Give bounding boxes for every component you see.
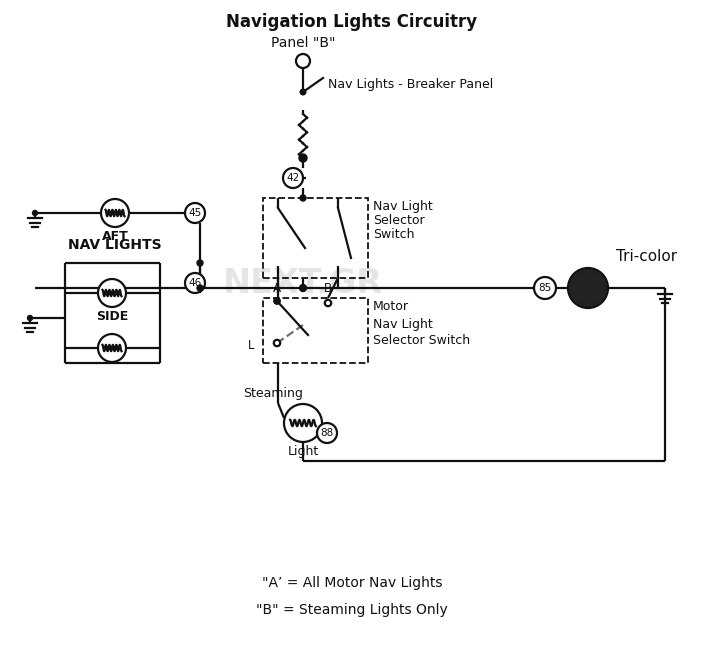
Text: 42: 42 xyxy=(287,173,300,183)
Bar xyxy=(263,298,368,363)
Circle shape xyxy=(296,54,310,68)
Text: A: A xyxy=(273,282,281,295)
Text: Panel "B": Panel "B" xyxy=(271,36,335,50)
Text: B: B xyxy=(324,282,332,295)
Text: 45: 45 xyxy=(189,208,201,218)
Text: SIDE: SIDE xyxy=(96,310,128,323)
Circle shape xyxy=(274,298,280,304)
Circle shape xyxy=(101,199,129,227)
Circle shape xyxy=(284,404,322,442)
Circle shape xyxy=(98,334,126,362)
Text: 85: 85 xyxy=(539,283,552,293)
Circle shape xyxy=(534,277,556,299)
Bar xyxy=(263,198,368,278)
Text: 46: 46 xyxy=(189,278,201,288)
Text: NEXT.GR: NEXT.GR xyxy=(223,267,383,299)
Text: "B" = Steaming Lights Only: "B" = Steaming Lights Only xyxy=(256,603,448,617)
Circle shape xyxy=(299,154,307,162)
Circle shape xyxy=(299,285,306,291)
Circle shape xyxy=(283,168,303,188)
Circle shape xyxy=(197,260,203,266)
Circle shape xyxy=(32,210,37,216)
Circle shape xyxy=(274,340,280,346)
Circle shape xyxy=(27,315,32,321)
Text: Nav Light: Nav Light xyxy=(373,200,433,213)
Text: Light: Light xyxy=(287,445,319,458)
Text: Motor: Motor xyxy=(373,300,409,313)
Text: Switch: Switch xyxy=(373,228,415,241)
Text: Nav Lights - Breaker Panel: Nav Lights - Breaker Panel xyxy=(328,77,494,90)
Circle shape xyxy=(568,268,608,308)
Circle shape xyxy=(185,273,205,293)
Text: Navigation Lights Circuitry: Navigation Lights Circuitry xyxy=(227,13,477,31)
Text: Tri-color: Tri-color xyxy=(616,248,677,263)
Circle shape xyxy=(300,90,306,95)
Text: Selector Switch: Selector Switch xyxy=(373,334,470,347)
Text: Selector: Selector xyxy=(373,214,425,227)
Circle shape xyxy=(185,203,205,223)
Text: 88: 88 xyxy=(320,428,334,438)
Text: NAV LIGHTS: NAV LIGHTS xyxy=(68,238,162,252)
Circle shape xyxy=(317,423,337,443)
Text: L: L xyxy=(248,339,254,351)
Circle shape xyxy=(98,279,126,307)
Text: Steaming: Steaming xyxy=(243,387,303,400)
Circle shape xyxy=(325,300,331,306)
Text: "A’ = All Motor Nav Lights: "A’ = All Motor Nav Lights xyxy=(262,576,442,590)
Text: AFT: AFT xyxy=(101,230,128,243)
Circle shape xyxy=(300,195,306,201)
Circle shape xyxy=(197,285,203,291)
Text: Nav Light: Nav Light xyxy=(373,318,433,331)
